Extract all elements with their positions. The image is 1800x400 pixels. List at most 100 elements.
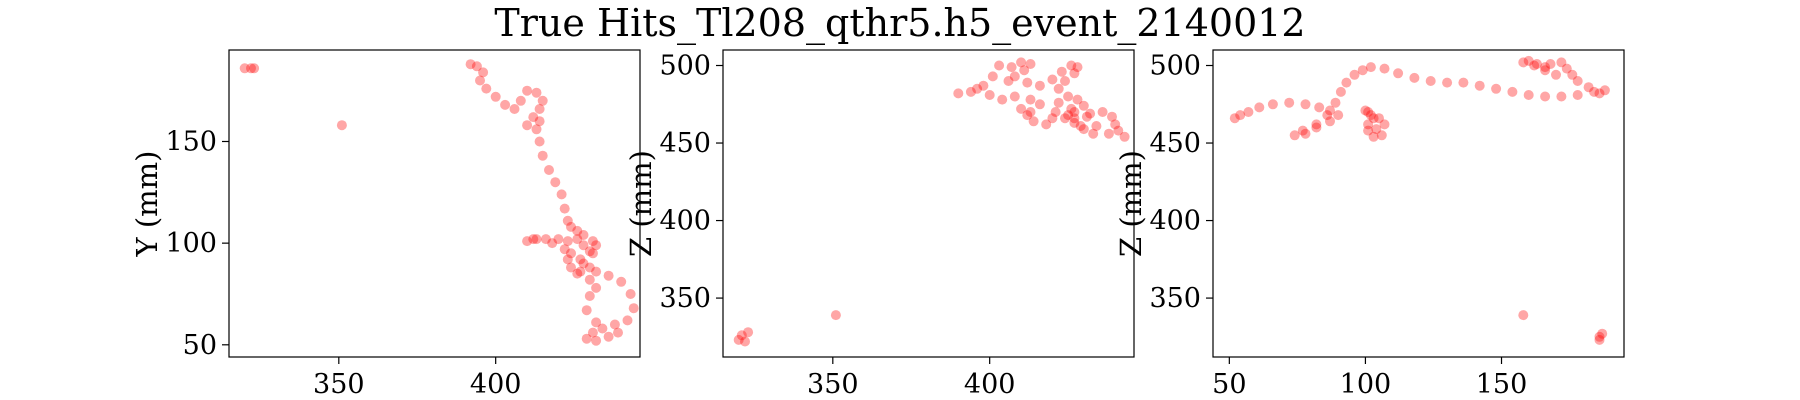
hit-point xyxy=(1540,91,1551,102)
x-tick-label: 350 xyxy=(807,369,859,400)
hit-point xyxy=(1572,90,1583,100)
hit-point xyxy=(481,83,492,94)
hit-point xyxy=(1330,97,1341,108)
hit-point xyxy=(572,268,583,279)
hit-point xyxy=(562,215,573,226)
hit-point xyxy=(1322,110,1333,121)
hit-point xyxy=(1518,310,1529,321)
hit-point xyxy=(531,87,542,98)
hit-point xyxy=(1097,107,1108,117)
hit-point xyxy=(830,310,841,321)
hit-point xyxy=(1540,65,1551,76)
hit-point xyxy=(478,67,489,78)
y-tick-label: 450 xyxy=(1149,128,1201,159)
hit-point xyxy=(1376,130,1387,141)
y-tick-label: 350 xyxy=(659,283,711,314)
hit-point xyxy=(1063,91,1074,102)
hit-point xyxy=(1300,99,1311,110)
hit-point xyxy=(1229,113,1240,124)
hit-point xyxy=(1365,110,1376,121)
hit-point xyxy=(578,230,589,240)
hit-point xyxy=(1368,131,1379,142)
hit-point xyxy=(1572,76,1583,86)
hit-point xyxy=(953,88,964,99)
hit-point xyxy=(1374,113,1384,124)
hit-point xyxy=(537,95,548,106)
hit-point xyxy=(500,99,511,110)
y-tick-label: 100 xyxy=(165,228,217,259)
hit-point xyxy=(1425,76,1436,86)
hit-point xyxy=(625,289,636,299)
hit-point xyxy=(1025,94,1036,105)
hit-point xyxy=(603,331,614,342)
hit-point xyxy=(591,317,602,328)
hit-point xyxy=(1599,85,1610,96)
hit-point xyxy=(972,83,983,94)
hit-point xyxy=(1325,116,1335,127)
y-tick-label: 150 xyxy=(165,126,217,157)
hit-point xyxy=(572,225,583,236)
hit-point xyxy=(1053,83,1064,94)
hit-point xyxy=(566,262,576,273)
hit-point xyxy=(246,63,256,74)
y-tick-label: 500 xyxy=(1149,51,1201,82)
hit-point xyxy=(591,335,602,346)
hit-point xyxy=(547,238,558,249)
hit-point xyxy=(1028,116,1039,127)
hit-point xyxy=(544,165,554,175)
hit-point xyxy=(572,234,583,245)
plot-area xyxy=(733,57,1130,347)
hit-point xyxy=(553,234,564,245)
hit-point xyxy=(1556,91,1567,102)
hit-point xyxy=(1025,107,1036,117)
hit-point xyxy=(1379,63,1390,74)
hit-point xyxy=(1072,62,1083,73)
hit-point xyxy=(1284,97,1295,108)
hit-point xyxy=(531,234,542,245)
hit-point xyxy=(534,116,545,127)
hit-point xyxy=(490,91,501,102)
axes-frame xyxy=(722,49,1135,358)
hit-point xyxy=(1518,57,1529,68)
hit-point xyxy=(581,333,592,344)
hit-point xyxy=(575,266,586,277)
hit-point xyxy=(1300,128,1311,139)
hit-point xyxy=(522,85,533,96)
hit-point xyxy=(584,246,595,257)
hit-point xyxy=(1066,103,1077,114)
hit-point xyxy=(1075,121,1086,131)
hit-point xyxy=(1393,68,1404,79)
hit-point xyxy=(1325,105,1335,116)
hit-point xyxy=(1050,107,1061,117)
x-tick-label: 400 xyxy=(964,369,1016,400)
hit-point xyxy=(534,136,545,147)
hit-point xyxy=(1442,77,1453,88)
hit-point xyxy=(1409,72,1420,83)
hit-point xyxy=(1311,119,1322,130)
hit-point xyxy=(1069,68,1080,79)
hit-point xyxy=(1349,69,1360,80)
plot-area xyxy=(239,59,639,346)
hit-point xyxy=(537,150,548,161)
hit-point xyxy=(1034,80,1045,91)
hit-point xyxy=(1113,125,1124,136)
hit-point xyxy=(584,262,595,273)
hit-point xyxy=(471,61,482,72)
hit-point xyxy=(587,248,598,259)
hit-point xyxy=(1458,77,1469,88)
hit-point xyxy=(591,240,602,251)
hit-point xyxy=(534,104,545,114)
x-tick-label: 150 xyxy=(1476,369,1528,400)
hit-point xyxy=(1507,86,1518,97)
hit-point xyxy=(1341,77,1352,88)
hit-point xyxy=(559,203,570,214)
hit-point xyxy=(1379,119,1390,130)
hit-point xyxy=(1491,83,1502,94)
hit-point xyxy=(1243,107,1254,117)
hit-point xyxy=(1597,328,1608,339)
plot-area xyxy=(1229,55,1610,345)
hit-point xyxy=(1003,76,1014,86)
hit-point xyxy=(249,63,260,74)
hit-point xyxy=(1551,69,1561,80)
hit-point xyxy=(994,60,1005,71)
